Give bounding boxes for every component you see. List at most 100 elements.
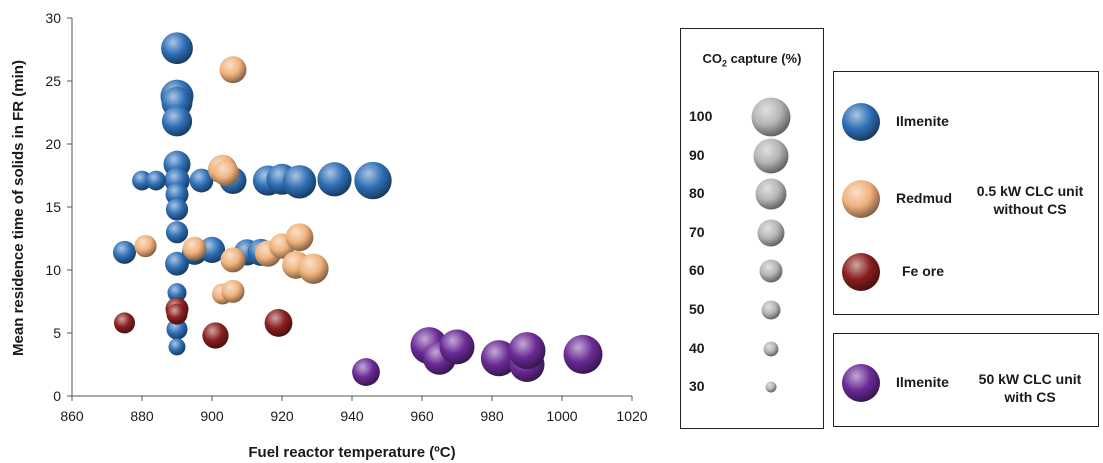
size-legend-circle bbox=[763, 341, 779, 357]
x-tick-label: 1020 bbox=[616, 408, 647, 424]
legend-marker-fe-ore bbox=[842, 253, 880, 291]
y-tick-label: 25 bbox=[45, 73, 61, 89]
size-legend-circle bbox=[755, 178, 787, 210]
size-legend: CO2 capture (%) 100 90 80 70 60 50 40 30 bbox=[680, 28, 824, 429]
bubble-redmud bbox=[285, 223, 314, 252]
bubble-redmud bbox=[182, 236, 207, 261]
size-legend-bubble bbox=[763, 341, 779, 357]
legend-marker-ilmenite-cs bbox=[842, 364, 880, 402]
bubble-redmud bbox=[134, 234, 157, 258]
size-legend-row: 60 bbox=[681, 256, 823, 286]
x-tick-label: 900 bbox=[200, 408, 224, 424]
bubble-fe-ore bbox=[114, 312, 135, 334]
size-legend-label: 100 bbox=[689, 108, 713, 124]
size-legend-circle bbox=[761, 300, 781, 320]
size-legend-row: 50 bbox=[681, 295, 823, 325]
bubble-ilmenite-cs bbox=[352, 358, 380, 386]
size-legend-label: 40 bbox=[689, 339, 705, 356]
legend-label-fe-ore: Fe ore bbox=[902, 263, 945, 279]
bubble-ilmenite bbox=[282, 165, 317, 199]
legend-label-ilmenite-cs: Ilmenite bbox=[896, 374, 949, 390]
bubble-redmud bbox=[298, 253, 329, 284]
size-legend-title: CO2 capture (%) bbox=[702, 51, 802, 69]
legend-item-ilmenite-cs: Ilmenite bbox=[838, 358, 958, 408]
size-legend-bubble bbox=[765, 381, 777, 393]
legend-marker-redmud bbox=[842, 180, 880, 218]
size-legend-bubble bbox=[751, 97, 791, 137]
bubble-redmud bbox=[220, 247, 246, 273]
bubble-ilmenite bbox=[189, 168, 214, 193]
size-legend-row: 100 bbox=[681, 97, 823, 137]
bubble-ilmenite bbox=[165, 198, 189, 221]
y-axis-title: Mean residence time of solids in FR (min… bbox=[10, 60, 27, 356]
size-legend-row: 30 bbox=[681, 372, 823, 402]
y-tick-label: 5 bbox=[53, 325, 61, 341]
series-legend-large-unit: Ilmenite 50 kW CLC unit with CS bbox=[833, 333, 1099, 427]
x-axis-title: Fuel reactor temperature (ºC) bbox=[248, 444, 455, 461]
bubble-redmud bbox=[221, 279, 245, 303]
bubble-ilmenite bbox=[161, 32, 193, 65]
series-legend-small-unit: Ilmenite Redmud Fe ore 0.5 kW CLC unit w… bbox=[833, 71, 1099, 315]
legend-label-ilmenite: Ilmenite bbox=[896, 113, 949, 129]
size-legend-circle bbox=[759, 259, 783, 283]
size-legend-label: 90 bbox=[689, 146, 705, 163]
y-tick-label: 20 bbox=[45, 136, 61, 152]
bubble-ilmenite bbox=[165, 221, 189, 244]
size-legend-row: 70 bbox=[681, 218, 823, 248]
bubble-ilmenite-cs bbox=[439, 329, 475, 365]
x-tick-label: 920 bbox=[270, 408, 294, 424]
size-legend-row: 90 bbox=[681, 138, 823, 174]
legend-item-fe-ore: Fe ore bbox=[838, 247, 958, 297]
size-legend-bubble bbox=[753, 138, 789, 174]
bubble-fe-ore bbox=[264, 309, 293, 337]
bubble-redmud bbox=[219, 56, 247, 84]
bubble-ilmenite-cs bbox=[508, 332, 546, 370]
bubble-ilmenite bbox=[317, 162, 352, 197]
y-tick-label: 10 bbox=[45, 262, 61, 278]
bubble-fe-ore bbox=[166, 303, 188, 325]
x-tick-label: 980 bbox=[480, 408, 504, 424]
size-legend-row: 40 bbox=[681, 334, 823, 364]
bubble-chart: 860 880 900 920 940 960 980 1000 1020 0 5 10 15 20 25 3… bbox=[10, 10, 648, 461]
size-legend-row: 80 bbox=[681, 178, 823, 210]
size-legend-circle bbox=[757, 219, 785, 247]
bubble-redmud bbox=[212, 159, 240, 187]
bubble-ilmenite bbox=[165, 251, 189, 276]
size-legend-circle bbox=[751, 97, 791, 137]
x-tick-label: 1000 bbox=[546, 408, 577, 424]
legend-item-redmud: Redmud bbox=[838, 174, 958, 224]
size-legend-circle bbox=[765, 381, 777, 393]
size-legend-label: 60 bbox=[689, 262, 705, 279]
bubble-ilmenite bbox=[146, 170, 166, 191]
bubble-ilmenite bbox=[168, 338, 186, 356]
bubble-ilmenite bbox=[161, 106, 193, 137]
bubble-fe-ore bbox=[202, 322, 229, 349]
x-tick-label: 940 bbox=[340, 408, 364, 424]
x-tick-label: 860 bbox=[60, 408, 84, 424]
bubble-ilmenite-cs bbox=[480, 340, 518, 377]
axes: 860 880 900 920 940 960 980 1000 1020 0 5 10 15 20 25 3… bbox=[45, 10, 647, 424]
size-legend-label: 50 bbox=[689, 301, 705, 317]
size-legend-bubble bbox=[761, 300, 781, 320]
y-tick-label: 0 bbox=[53, 388, 61, 404]
bubble-ilmenite bbox=[113, 240, 136, 264]
size-legend-bubble bbox=[757, 219, 785, 247]
y-tick-label: 15 bbox=[45, 199, 61, 215]
bubble-ilmenite bbox=[198, 236, 226, 263]
size-legend-label: 30 bbox=[689, 378, 705, 395]
bubble-ilmenite bbox=[354, 161, 392, 200]
x-tick-label: 880 bbox=[130, 408, 154, 424]
size-legend-bubble bbox=[755, 178, 787, 210]
legend-group-label-small-unit: 0.5 kW CLC unit without CS bbox=[976, 183, 1084, 217]
size-legend-label: 80 bbox=[689, 185, 705, 202]
y-tick-label: 30 bbox=[45, 10, 61, 26]
legend-marker-ilmenite bbox=[842, 103, 880, 141]
size-legend-circle bbox=[753, 138, 789, 174]
bubble-ilmenite bbox=[132, 170, 152, 191]
legend-label-redmud: Redmud bbox=[896, 190, 952, 206]
size-legend-label: 70 bbox=[689, 223, 705, 240]
bubble-ilmenite bbox=[166, 318, 188, 340]
bubble-ilmenite-cs bbox=[563, 334, 603, 374]
bubbles bbox=[113, 32, 603, 386]
legend-item-ilmenite: Ilmenite bbox=[838, 97, 958, 147]
